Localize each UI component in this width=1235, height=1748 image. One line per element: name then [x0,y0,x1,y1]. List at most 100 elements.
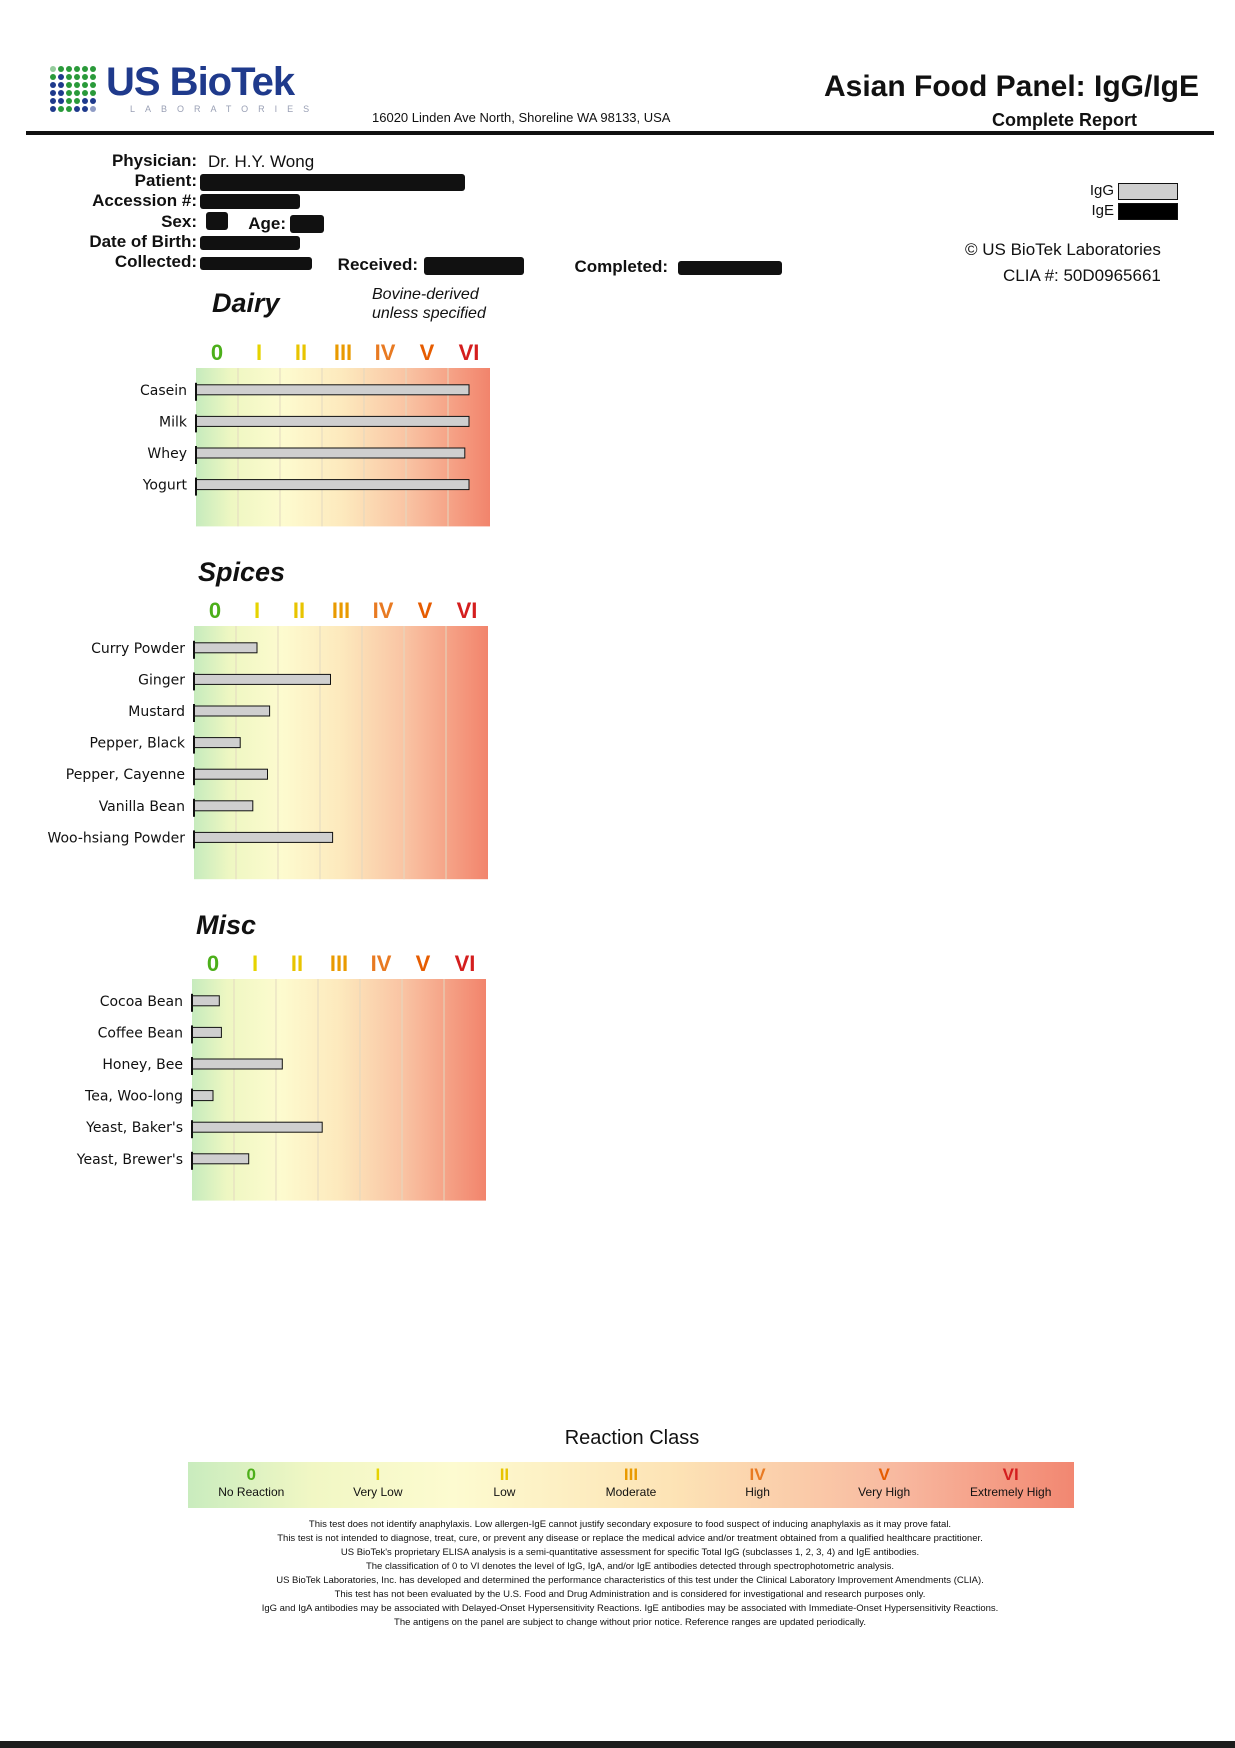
reaction-class-number: I [375,1465,381,1484]
class-header-iii: III [334,340,352,365]
disclaimer-line: The antigens on the panel are subject to… [394,1617,866,1628]
row-label-yeast-baker-s: Yeast, Baker's [85,1120,183,1136]
bar-woo-hsiang-powder [193,831,334,843]
bar-honey-bee [191,1058,283,1070]
logo-dot [66,106,72,112]
logo-dot [50,106,56,112]
reaction-class-label: Low [493,1485,516,1499]
disclaimer-line: US BioTek's proprietary ELISA analysis i… [340,1547,920,1558]
logo-dot [66,98,72,104]
clia-number: CLIA #: 50D0965661 [1003,266,1161,285]
logo-dot [82,98,88,104]
logo-dot [50,74,56,80]
logo-dot [82,106,88,112]
bar-milk [195,415,470,427]
reaction-class-very-low: I Very Low [315,1462,442,1508]
logo-dot [50,66,56,72]
legend-igg-swatch [1118,183,1178,200]
completed-label: Completed: [574,257,669,276]
row-label-curry-powder: Curry Powder [91,641,185,657]
logo-mark [50,66,100,112]
bar-tea-woo-long [191,1090,214,1102]
panel-title: Asian Food Panel: IgG/IgE [823,70,1199,103]
disclaimer-line: This test has not been evaluated by the … [334,1589,926,1600]
logo-dot [74,98,80,104]
bar-yeast-baker-s [191,1121,323,1133]
legend-igg-label: IgG [1089,182,1114,199]
physician-value: Dr. H.Y. Wong [208,152,315,171]
logo-dot [66,66,72,72]
dairy-note-line-1: Bovine-derived [372,286,479,303]
reaction-class-title: Reaction Class [564,1427,700,1449]
logo-dot [74,90,80,96]
collected-label: Collected: [114,252,197,271]
section-title-spices: Spices [198,557,286,587]
bar-curry-powder [193,642,258,654]
class-header-iii: III [332,598,350,623]
reaction-class-label: Moderate [605,1485,657,1499]
class-header-0: 0 [209,598,221,623]
row-label-pepper-cayenne: Pepper, Cayenne [66,767,185,783]
reaction-class-number: II [499,1465,510,1484]
reaction-class-high: IV High [694,1462,821,1508]
logo-dot [66,74,72,80]
reaction-class-label: No Reaction [218,1485,285,1499]
panel-subtitle: Complete Report [991,110,1137,130]
redacted-received [424,257,524,275]
redacted-collected [200,257,312,270]
logo-dot [82,90,88,96]
logo-dot [82,82,88,88]
logo-subtext: LABORATORIES [130,104,320,114]
class-header-ii: II [295,340,307,365]
redacted-dob [200,236,300,250]
reaction-class-moderate: III Moderate [568,1462,695,1508]
row-label-woo-hsiang-powder: Woo-hsiang Powder [47,830,185,846]
row-label-yogurt: Yogurt [142,478,188,494]
logo-dot [90,106,96,112]
class-header-i: I [252,951,258,976]
reaction-class-extremely-high: VI Extremely High [947,1462,1074,1508]
bar-whey [195,447,466,459]
logo-dot [58,90,64,96]
logo-dot [74,82,80,88]
patient-label: Patient: [134,171,197,190]
row-label-tea-woo-long: Tea, Woo-long [84,1089,183,1105]
legend-ige-swatch [1118,203,1178,220]
row-label-whey: Whey [147,446,187,462]
row-label-ginger: Ginger [138,672,185,688]
row-label-vanilla-bean: Vanilla Bean [99,799,185,815]
logo-dot [58,106,64,112]
row-label-milk: Milk [159,414,188,430]
physician-label: Physician: [111,151,197,170]
bar-coffee-bean [191,1026,222,1038]
redacted-accession [200,194,300,209]
disclaimer-line: The classification of 0 to VI denotes th… [365,1561,895,1572]
reaction-class-number: V [878,1465,890,1484]
class-header-vi: VI [455,951,476,976]
disclaimer-line: This test does not identify anaphylaxis.… [308,1519,952,1530]
dairy-note-line-2: unless specified [372,305,486,322]
logo-dot [90,82,96,88]
logo-dot [74,74,80,80]
reaction-class-scale: 0 No Reaction I Very Low II Low III Moderate IV H… [188,1462,1074,1508]
dob-label: Date of Birth: [89,232,197,251]
bar-yogurt [195,479,470,491]
logo-text: US BioTek [106,60,295,104]
scan-bottom-edge [0,1741,1235,1748]
bar-pepper-black [193,737,241,749]
row-label-pepper-black: Pepper, Black [90,736,186,752]
row-label-casein: Casein [140,383,187,399]
class-header-iv: IV [371,951,392,976]
class-header-iv: IV [375,340,396,365]
row-label-coffee-bean: Coffee Bean [98,1025,183,1041]
logo-dot [90,74,96,80]
header-divider [26,131,1214,135]
disclaimer: This test does not identify anaphylaxis.… [150,1518,1110,1630]
logo-dot [58,74,64,80]
redacted-sex [206,212,228,230]
received-label: Received: [337,255,418,274]
class-header-v: V [420,340,435,365]
